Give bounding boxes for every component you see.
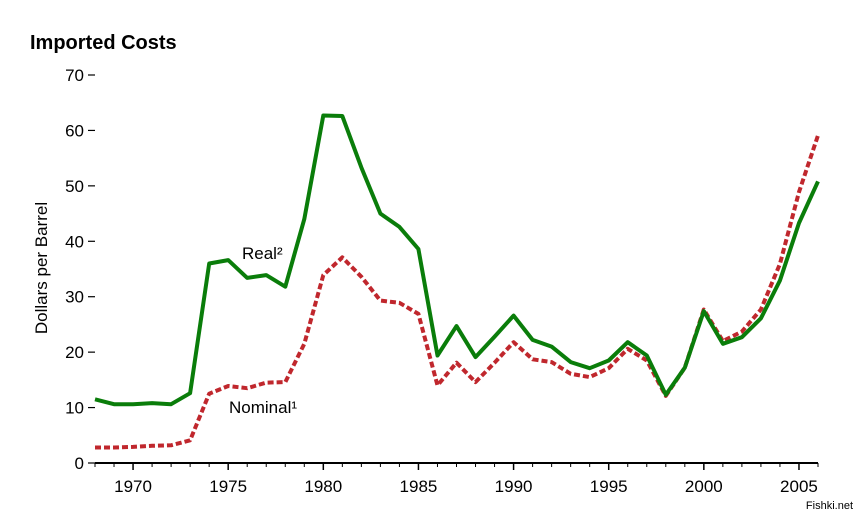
series-line-real — [94, 113, 820, 407]
series-label-real: Real² — [242, 244, 283, 263]
y-tick-label: 70 — [65, 66, 84, 85]
x-tick-label: 2000 — [685, 477, 723, 496]
watermark-text: Fishki.net — [806, 500, 853, 512]
annotations: Real² Nominal¹ — [229, 244, 297, 417]
y-tick-label: 40 — [65, 232, 84, 251]
chart-title: Imported Costs — [30, 32, 177, 54]
y-tick-label: 20 — [65, 343, 84, 362]
y-tick-label: 60 — [65, 121, 84, 140]
x-tick-label: 1970 — [114, 477, 152, 496]
x-tick-label: 1985 — [400, 477, 438, 496]
series-label-nominal: Nominal¹ — [229, 398, 297, 417]
y-tick-label: 10 — [65, 399, 84, 418]
series-layer — [94, 113, 820, 450]
y-tick-label: 0 — [75, 454, 84, 473]
x-axis: 1970 1975 1980 1985 1990 1995 2000 2005 — [94, 462, 819, 496]
y-axis-label: Dollars per Barrel — [32, 202, 51, 334]
y-axis: 0 10 20 30 40 50 60 70 — [65, 66, 95, 473]
x-tick-label: 1980 — [304, 477, 342, 496]
y-tick-label: 30 — [65, 288, 84, 307]
y-tick-label: 50 — [65, 177, 84, 196]
x-tick-label: 1990 — [495, 477, 533, 496]
x-tick-label: 2005 — [780, 477, 818, 496]
x-tick-label: 1995 — [590, 477, 628, 496]
x-tick-label: 1975 — [209, 477, 247, 496]
